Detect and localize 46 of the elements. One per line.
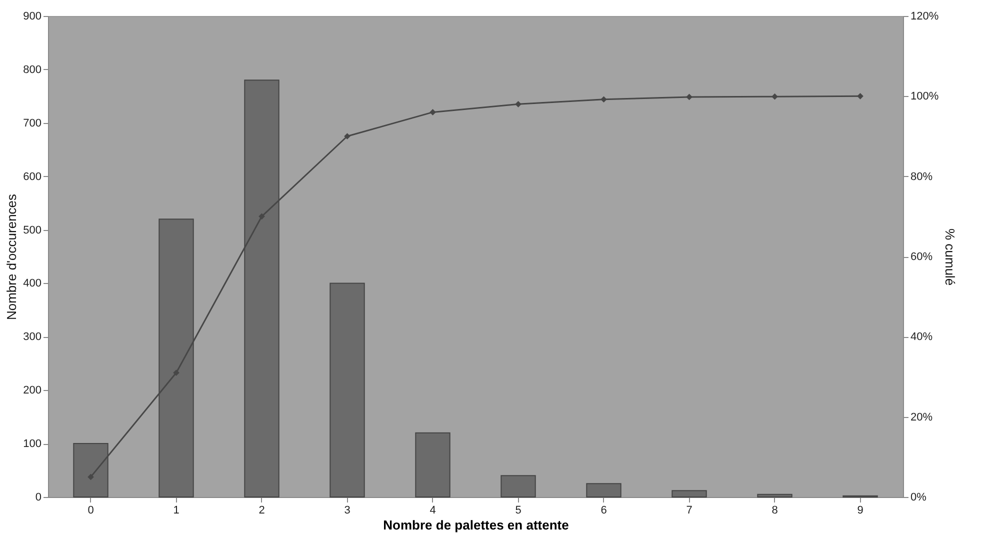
bar (330, 282, 365, 498)
x-tick-label: 6 (600, 504, 607, 516)
bar (415, 432, 450, 498)
x-tick-label: 8 (772, 504, 778, 516)
x-tick-label: 3 (344, 504, 350, 516)
y-tick-label: 300 (23, 331, 42, 344)
y2-tick-label: 120% (910, 10, 939, 22)
y-tick-label: 100 (23, 438, 42, 450)
y2-tick-label: 100% (910, 90, 939, 103)
point (857, 93, 864, 100)
y-tick-label: 200 (23, 384, 42, 397)
y-tick-label: 600 (23, 170, 42, 183)
x-axis-title: Nombre de palettes en attente (383, 518, 569, 532)
y2-tick-label: 0% (910, 492, 927, 504)
y-tick-label: 800 (23, 64, 42, 76)
y2-tick-label: 60% (910, 251, 933, 263)
x-tick-label: 2 (258, 504, 265, 516)
y2-axis-title: % cumulé (942, 228, 958, 286)
y-axis-title: Nombre d'occurences (4, 193, 20, 320)
point (600, 96, 607, 103)
x-tick-label: 0 (88, 504, 94, 516)
x-tick-label: 4 (430, 504, 436, 516)
point (515, 101, 522, 108)
point (686, 94, 692, 100)
point (258, 213, 265, 220)
x-tick-label: 7 (686, 504, 692, 516)
y2-tick-label: 40% (910, 331, 933, 344)
bar (586, 483, 622, 498)
bar (757, 494, 792, 498)
y2-tick-label: 20% (910, 411, 933, 424)
point (173, 370, 180, 376)
point (772, 93, 778, 100)
bar (500, 475, 536, 498)
x-tick-label: 5 (515, 504, 522, 516)
x-tick-label: 9 (857, 504, 864, 516)
y-tick-label: 400 (23, 278, 42, 290)
point (430, 109, 436, 116)
y-tick-label: 500 (23, 224, 42, 236)
y-tick-label: 700 (23, 117, 42, 130)
y-tick-label: 0 (35, 492, 42, 504)
x-tick-label: 1 (173, 504, 180, 516)
y2-tick-label: 80% (910, 170, 933, 183)
point (88, 474, 94, 480)
y-tick-label: 900 (23, 10, 42, 22)
point (344, 133, 350, 140)
bar (672, 490, 707, 498)
